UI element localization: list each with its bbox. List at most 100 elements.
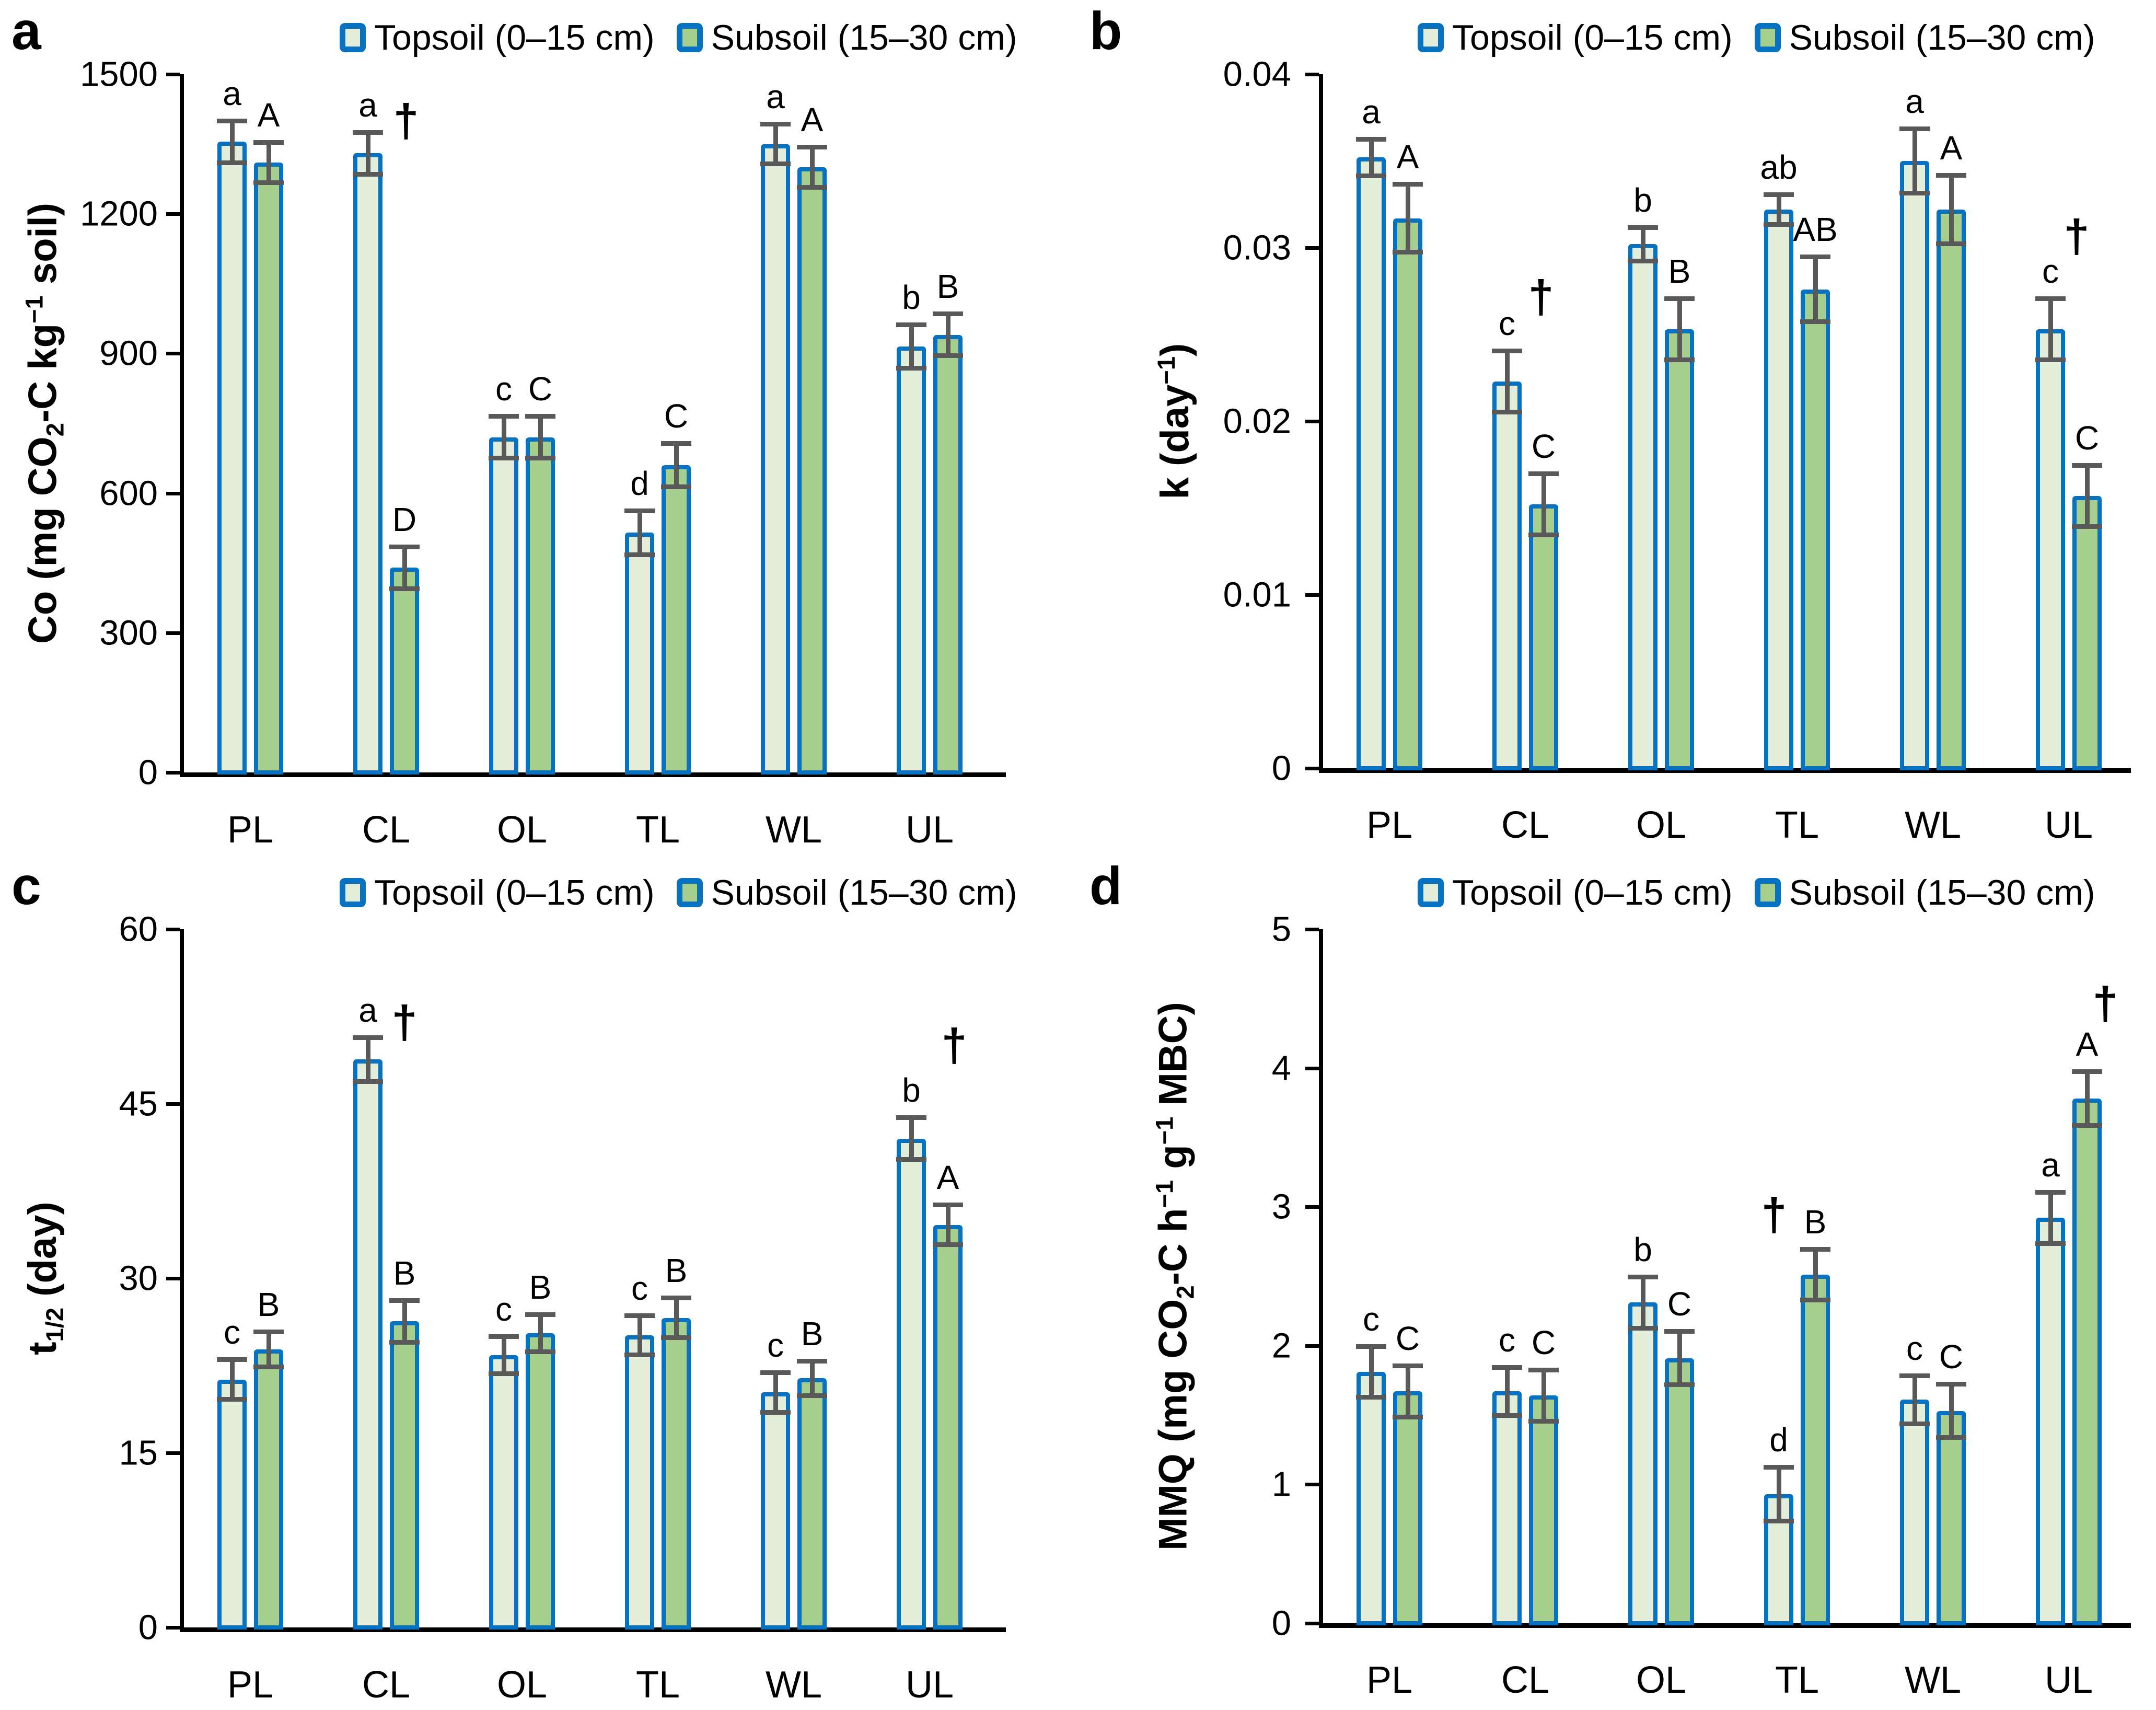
legend-item-subsoil: Subsoil (15–30 cm)	[1754, 875, 2095, 910]
legend-item-subsoil: Subsoil (15–30 cm)	[676, 18, 1017, 57]
bar-subsoil-WL	[1937, 1411, 1966, 1625]
error-bar-cap-bottom	[1528, 533, 1559, 538]
error-bar-line	[809, 1358, 815, 1399]
significance-letter: AB	[1793, 211, 1838, 249]
y-tick-label: 0	[138, 1608, 158, 1647]
error-bar	[389, 1298, 420, 1345]
error-bar-cap-bottom	[661, 1335, 691, 1340]
error-bar	[489, 1334, 519, 1377]
error-bar-cap-top	[489, 1334, 519, 1339]
subsoil-swatch-icon	[1754, 23, 1781, 52]
error-bar-cap-top	[1664, 296, 1695, 301]
bar-topsoil-CL	[1492, 1391, 1522, 1625]
legend-label-subsoil: Subsoil (15–30 cm)	[711, 18, 1017, 57]
y-tick-label: 0.02	[1223, 401, 1291, 441]
error-bar-cap-bottom	[253, 1364, 284, 1369]
x-category-label-PL: PL	[227, 1664, 274, 1706]
bar-subsoil-PL	[1393, 1391, 1422, 1625]
bar-topsoil-OL	[1628, 244, 1657, 770]
error-bar	[1528, 1368, 1559, 1424]
significance-letter: a	[1362, 93, 1381, 131]
significance-letter: b	[1633, 1231, 1652, 1269]
y-tick	[1305, 928, 1319, 931]
error-bar-cap-bottom	[1899, 1421, 1930, 1426]
error-bar-cap-top	[760, 121, 791, 126]
bar-subsoil-UL	[2072, 495, 2102, 770]
error-bar-cap-bottom	[389, 1339, 420, 1345]
subsoil-swatch-icon	[676, 878, 703, 907]
error-bar-cap-bottom	[1628, 258, 1658, 263]
x-category-label-TL: TL	[635, 809, 680, 851]
y-tick	[1305, 1205, 1319, 1209]
error-bar-cap-top	[1528, 471, 1559, 477]
error-bar-cap-top	[933, 311, 963, 317]
y-tick	[166, 631, 180, 635]
error-bar	[253, 1329, 284, 1369]
significance-letter: b	[902, 278, 921, 316]
dagger-annotation: †	[2064, 210, 2090, 262]
dagger-annotation: †	[1528, 270, 1554, 322]
error-bar	[525, 414, 555, 461]
significance-letter: b	[1633, 181, 1652, 219]
error-bar-line	[773, 121, 778, 167]
error-bar	[489, 414, 519, 461]
significance-letter: A	[801, 101, 824, 139]
error-bar-cap-top	[217, 118, 247, 123]
y-tick-label: 30	[119, 1258, 158, 1298]
error-bar-cap-top	[933, 1203, 963, 1208]
error-bar-cap-top	[1800, 1247, 1830, 1252]
significance-letter: c	[1363, 1300, 1380, 1338]
error-bar-line	[402, 1298, 407, 1345]
bar-subsoil-OL	[1665, 1358, 1694, 1625]
error-bar-line	[2048, 296, 2053, 363]
error-bar	[760, 121, 791, 167]
significance-letter: ab	[1760, 148, 1798, 186]
error-bar-cap-top	[525, 414, 555, 419]
significance-letter: C	[528, 370, 553, 408]
error-bar-line	[1405, 181, 1410, 255]
bar-subsoil-WL	[797, 167, 827, 775]
error-bar-line	[266, 140, 271, 185]
y-tick-label: 0.01	[1223, 575, 1291, 615]
y-tick	[166, 928, 180, 931]
error-bar	[1356, 1344, 1386, 1400]
bar-subsoil-CL	[1529, 504, 1558, 770]
significance-letter: B	[801, 1314, 824, 1353]
y-tick-label: 0	[138, 753, 158, 792]
error-bar-cap-bottom	[1393, 250, 1423, 255]
significance-letter: c	[2042, 252, 2059, 290]
error-bar	[353, 1035, 383, 1084]
significance-letter: A	[1940, 129, 1963, 167]
error-bar-cap-top	[1764, 192, 1794, 197]
significance-letter: c	[1906, 1329, 1923, 1367]
panel-letter-c: c	[11, 856, 41, 916]
legend-label-topsoil: Topsoil (0–15 cm)	[374, 873, 655, 912]
plot-area: 0 15 30 45 60 PL CL OL TL WL UL c a c c c b B B B B B A † †	[0, 855, 1078, 1710]
error-bar-line	[2084, 463, 2090, 529]
error-bar-cap-bottom	[933, 1242, 963, 1247]
error-bar-cap-bottom	[1356, 1395, 1386, 1400]
bar-subsoil-UL	[933, 1224, 963, 1630]
error-bar	[2072, 1069, 2102, 1128]
panel-d: d Topsoil (0–15 cm) Subsoil (15–30 cm) M…	[1078, 855, 2156, 1710]
y-tick-label: 1200	[79, 194, 158, 234]
error-bar-cap-bottom	[797, 1393, 827, 1399]
error-bar	[797, 1358, 827, 1399]
y-tick	[1305, 1344, 1319, 1348]
dagger-annotation: †	[391, 996, 418, 1048]
panel-b: b Topsoil (0–15 cm) Subsoil (15–30 cm) k…	[1078, 0, 2156, 855]
bar-subsoil-CL	[390, 568, 419, 775]
error-bar-cap-top	[1936, 1381, 1966, 1387]
significance-letter: b	[902, 1071, 921, 1110]
error-bar-cap-bottom	[1528, 1418, 1559, 1424]
error-bar-cap-bottom	[624, 552, 655, 557]
panel-letter-b: b	[1089, 1, 1122, 61]
error-bar-line	[1776, 1465, 1781, 1523]
error-bar	[624, 1313, 655, 1358]
significance-letter: a	[358, 991, 377, 1029]
error-bar-line	[945, 311, 951, 359]
error-bar-cap-bottom	[489, 456, 519, 461]
significance-letter: a	[1905, 82, 1924, 120]
error-bar-line	[1405, 1364, 1410, 1419]
y-tick	[1305, 593, 1319, 597]
